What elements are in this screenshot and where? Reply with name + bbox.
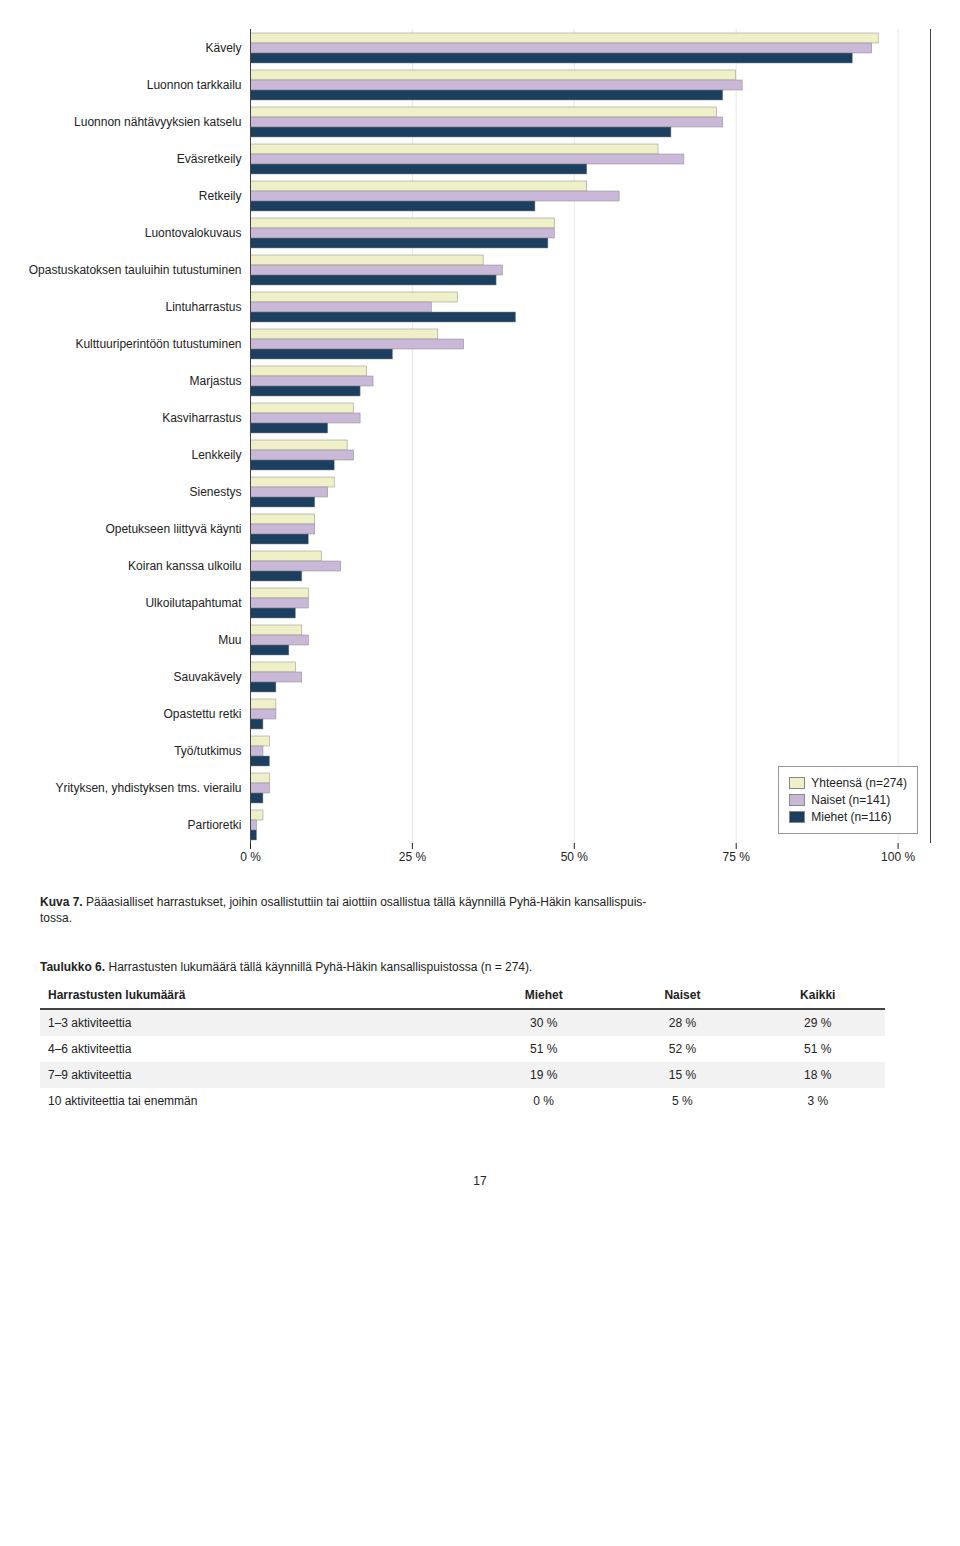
svg-text:Työ/tutkimus: Työ/tutkimus xyxy=(174,744,241,758)
svg-text:Lenkkeily: Lenkkeily xyxy=(191,448,241,462)
svg-text:Sauvakävely: Sauvakävely xyxy=(173,670,241,684)
html-text:Miehet: Miehet xyxy=(524,988,563,1003)
html-text:15 %: 15 % xyxy=(668,1068,697,1083)
html-text:30 %: 30 % xyxy=(530,1016,558,1031)
svg-text:75 %: 75 % xyxy=(723,850,751,864)
html-text:28 %: 28 % xyxy=(668,1016,697,1031)
svg-text:Koiran kanssa ulkoilu: Koiran kanssa ulkoilu xyxy=(128,559,241,573)
svg-text:Opastettu retki: Opastettu retki xyxy=(163,707,241,721)
html-text:Yhteensä (n=274): Yhteensä (n=274) xyxy=(811,776,907,790)
html-text:Naiset: Naiset xyxy=(664,988,701,1003)
svg-text:Retkeily: Retkeily xyxy=(199,189,242,203)
html-text:52 %: 52 % xyxy=(668,1042,697,1057)
svg-text:Kasviharrastus: Kasviharrastus xyxy=(162,411,241,425)
html-text:29 %: 29 % xyxy=(804,1016,832,1031)
html-text:Miehet (n=116): Miehet (n=116) xyxy=(811,810,892,824)
svg-text:Yrityksen, yhdistyksen tms. vi: Yrityksen, yhdistyksen tms. vierailu xyxy=(55,781,241,795)
html-text:0 %: 0 % xyxy=(533,1094,554,1109)
svg-text:Partioretki: Partioretki xyxy=(187,818,241,832)
svg-text:Opetukseen liittyvä käynti: Opetukseen liittyvä käynti xyxy=(105,522,241,536)
html-text:51 %: 51 % xyxy=(804,1042,832,1057)
html-text:10 aktiviteettia tai enemmän: 10 aktiviteettia tai enemmän xyxy=(48,1094,198,1109)
html-text:7–9 aktiviteettia: 7–9 aktiviteettia xyxy=(48,1068,132,1083)
html-text:18 %: 18 % xyxy=(804,1068,832,1083)
svg-text:Luonnon nähtävyyksien katselu: Luonnon nähtävyyksien katselu xyxy=(74,115,241,129)
svg-text:0 %: 0 % xyxy=(240,850,261,864)
svg-text:Luonnon tarkkailu: Luonnon tarkkailu xyxy=(147,78,242,92)
html-text:4–6 aktiviteettia: 4–6 aktiviteettia xyxy=(48,1042,132,1057)
svg-text:Opastuskatoksen tauluihin tutu: Opastuskatoksen tauluihin tutustuminen xyxy=(29,263,242,277)
html-text:Kaikki: Kaikki xyxy=(800,988,836,1003)
html-text:Naiset (n=141): Naiset (n=141) xyxy=(811,793,891,807)
html-text:5 %: 5 % xyxy=(672,1094,693,1109)
svg-text:Sienestys: Sienestys xyxy=(189,485,241,499)
html-text:3 %: 3 % xyxy=(807,1094,829,1109)
html-text:51 %: 51 % xyxy=(530,1042,558,1057)
svg-text:Ulkoilutapahtumat: Ulkoilutapahtumat xyxy=(145,596,242,610)
svg-text:50 %: 50 % xyxy=(561,850,589,864)
svg-text:Eväsretkeily: Eväsretkeily xyxy=(177,152,242,166)
html-text:Taulukko 6. Harrastusten lukum: Taulukko 6. Harrastusten lukumäärä tällä… xyxy=(40,960,533,975)
html-text:19 %: 19 % xyxy=(530,1068,558,1083)
svg-text:Luontovalokuvaus: Luontovalokuvaus xyxy=(145,226,242,240)
svg-text:Kävely: Kävely xyxy=(205,41,241,55)
svg-text:Marjastus: Marjastus xyxy=(189,374,241,388)
svg-text:Lintuharrastus: Lintuharrastus xyxy=(165,300,241,314)
svg-text:Kulttuuriperintöön tutustumine: Kulttuuriperintöön tutustuminen xyxy=(75,337,241,351)
svg-text:100 %: 100 % xyxy=(881,850,915,864)
svg-text:25 %: 25 % xyxy=(399,850,427,864)
svg-text:Muu: Muu xyxy=(218,633,241,647)
html-text:1–3 aktiviteettia: 1–3 aktiviteettia xyxy=(48,1016,132,1031)
html-text:Harrastusten lukumäärä: Harrastusten lukumäärä xyxy=(48,988,186,1003)
html-text:17: 17 xyxy=(473,1174,487,1189)
html-text:Kuva 7. Pääasialliset harrastu: Kuva 7. Pääasialliset harrastukset, joih… xyxy=(40,895,647,926)
